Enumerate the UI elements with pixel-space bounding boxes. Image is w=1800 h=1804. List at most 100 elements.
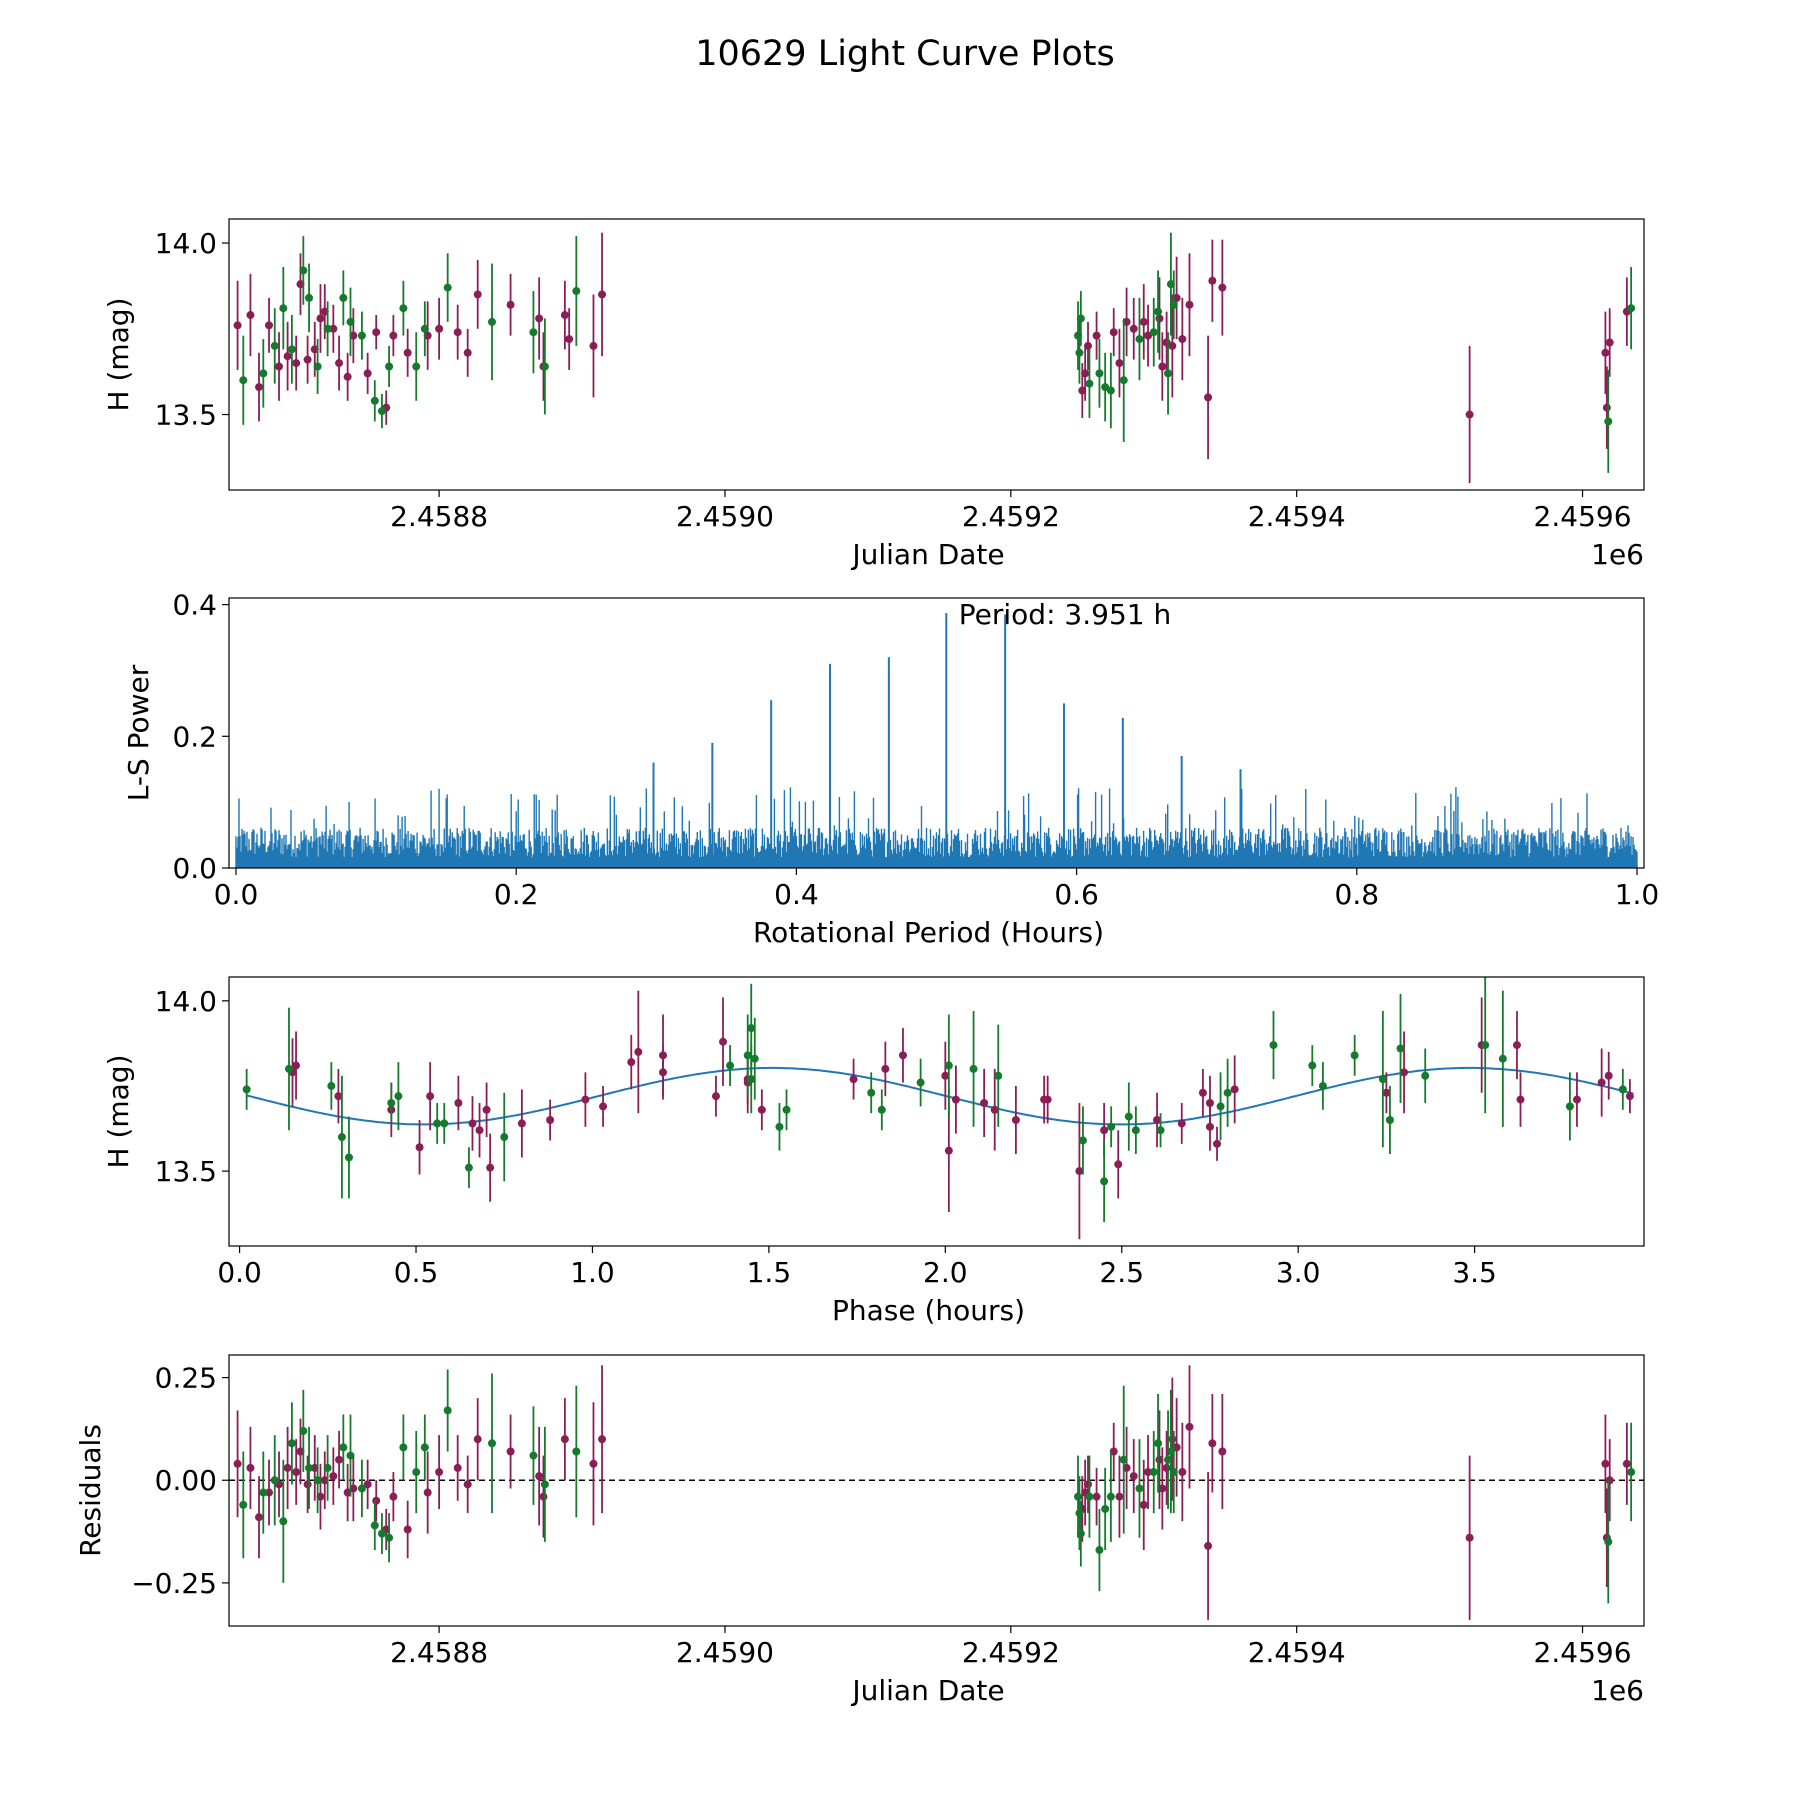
data-point — [1498, 1054, 1507, 1063]
data-point — [1400, 1068, 1409, 1077]
x-tick-label: 2.4592 — [962, 500, 1060, 533]
data-point — [1230, 1085, 1239, 1094]
data-point — [1185, 300, 1194, 309]
data-point — [627, 1058, 636, 1067]
data-point — [1601, 348, 1610, 357]
data-point — [1092, 331, 1101, 340]
y-tick-label: 0.4 — [172, 589, 217, 622]
data-point — [305, 1463, 314, 1472]
data-point — [539, 1492, 548, 1501]
y-axis-label: H (mag) — [102, 297, 135, 411]
x-tick-label: 1.0 — [570, 1256, 615, 1289]
data-point — [747, 1075, 756, 1084]
data-point — [867, 1088, 876, 1097]
data-point — [323, 324, 332, 333]
data-point — [659, 1051, 668, 1060]
data-point — [259, 369, 268, 378]
data-point — [323, 1463, 332, 1472]
data-point — [403, 1525, 412, 1534]
data-point — [589, 1459, 598, 1468]
series-survey_a — [233, 1365, 1631, 1620]
data-point — [389, 331, 398, 340]
data-point — [941, 1071, 950, 1080]
subplots: 2.4588 2.4590 2.4592 2.4594 2.4596 13.5 14.0 Ju… — [74, 218, 1659, 1707]
data-point — [1185, 1422, 1194, 1431]
data-point — [259, 1488, 268, 1497]
y-tick-label: 0.00 — [155, 1464, 217, 1497]
data-point — [327, 1081, 336, 1090]
data-point — [1204, 393, 1213, 402]
data-point — [877, 1105, 886, 1114]
data-point — [1385, 1116, 1394, 1125]
data-point — [1158, 362, 1167, 371]
data-point — [1350, 1051, 1359, 1060]
x-tick-label: 3.0 — [1276, 1256, 1321, 1289]
data-point — [385, 362, 394, 371]
data-point — [487, 1439, 496, 1448]
data-point — [1378, 1075, 1387, 1084]
series-survey_a — [288, 990, 1634, 1240]
data-point — [1119, 376, 1128, 385]
x-tick-label: 0.8 — [1335, 878, 1380, 911]
data-point — [1597, 1078, 1606, 1087]
x-tick-label: 0.6 — [1054, 878, 1099, 911]
data-point — [726, 1061, 735, 1070]
y-tick-label: 13.5 — [155, 399, 217, 432]
data-point — [487, 317, 496, 326]
data-point — [420, 324, 429, 333]
power-series — [235, 787, 1638, 868]
data-point — [440, 1119, 449, 1128]
data-point — [1156, 1126, 1165, 1135]
data-point — [303, 1480, 312, 1489]
data-point — [849, 1075, 858, 1084]
data-point — [1465, 410, 1474, 419]
subplot-residuals: 2.4588 2.4590 2.4592 2.4594 2.4596 −0.25 0.00 0… — [74, 1354, 1645, 1707]
data-point — [750, 1054, 759, 1063]
x-tick-label: 0.0 — [217, 1256, 262, 1289]
data-point — [270, 341, 279, 350]
data-point — [747, 1024, 756, 1033]
data-point — [1084, 341, 1093, 350]
data-point — [1604, 1537, 1613, 1546]
data-point — [1085, 1492, 1094, 1501]
x-tick-label: 0.4 — [774, 878, 819, 911]
data-point — [1076, 1529, 1085, 1538]
data-point — [1078, 1136, 1087, 1145]
data-point — [372, 1496, 381, 1505]
data-point — [1100, 1126, 1109, 1135]
data-point — [1218, 1447, 1227, 1456]
data-point — [473, 290, 482, 299]
data-point — [1605, 1476, 1614, 1485]
data-point — [313, 1476, 322, 1485]
data-point — [389, 1492, 398, 1501]
data-point — [572, 287, 581, 296]
subplot-phased: 0.0 0.5 1.0 1.5 2.0 2.5 3.0 3.5 13.5 14.0 Phase (h… — [102, 976, 1645, 1327]
plot-area-residuals — [229, 1365, 1644, 1620]
data-point — [1144, 1468, 1153, 1477]
plot-area-periodogram — [235, 613, 1638, 868]
data-point — [242, 1085, 251, 1094]
data-point — [1135, 1484, 1144, 1493]
plot-area-phased — [242, 977, 1634, 1240]
data-point — [980, 1098, 989, 1107]
data-point — [506, 1447, 515, 1456]
data-point — [1308, 1061, 1317, 1070]
data-point — [1154, 307, 1163, 316]
data-point — [473, 1435, 482, 1444]
data-point — [1627, 1468, 1636, 1477]
series-survey_a — [233, 232, 1631, 484]
data-point — [1095, 369, 1104, 378]
x-tick-label: 1.5 — [747, 1256, 792, 1289]
y-axis-label: H (mag) — [102, 1054, 135, 1168]
data-point — [335, 359, 344, 368]
data-point — [517, 1119, 526, 1128]
data-point — [1516, 1095, 1525, 1104]
data-point — [239, 1500, 248, 1509]
data-point — [357, 331, 366, 340]
data-point — [1382, 1088, 1391, 1097]
data-point — [335, 1455, 344, 1464]
data-point — [1169, 1468, 1178, 1477]
y-tick-label: 13.5 — [155, 1155, 217, 1188]
series-survey_b — [239, 232, 1636, 473]
data-point — [453, 328, 462, 337]
